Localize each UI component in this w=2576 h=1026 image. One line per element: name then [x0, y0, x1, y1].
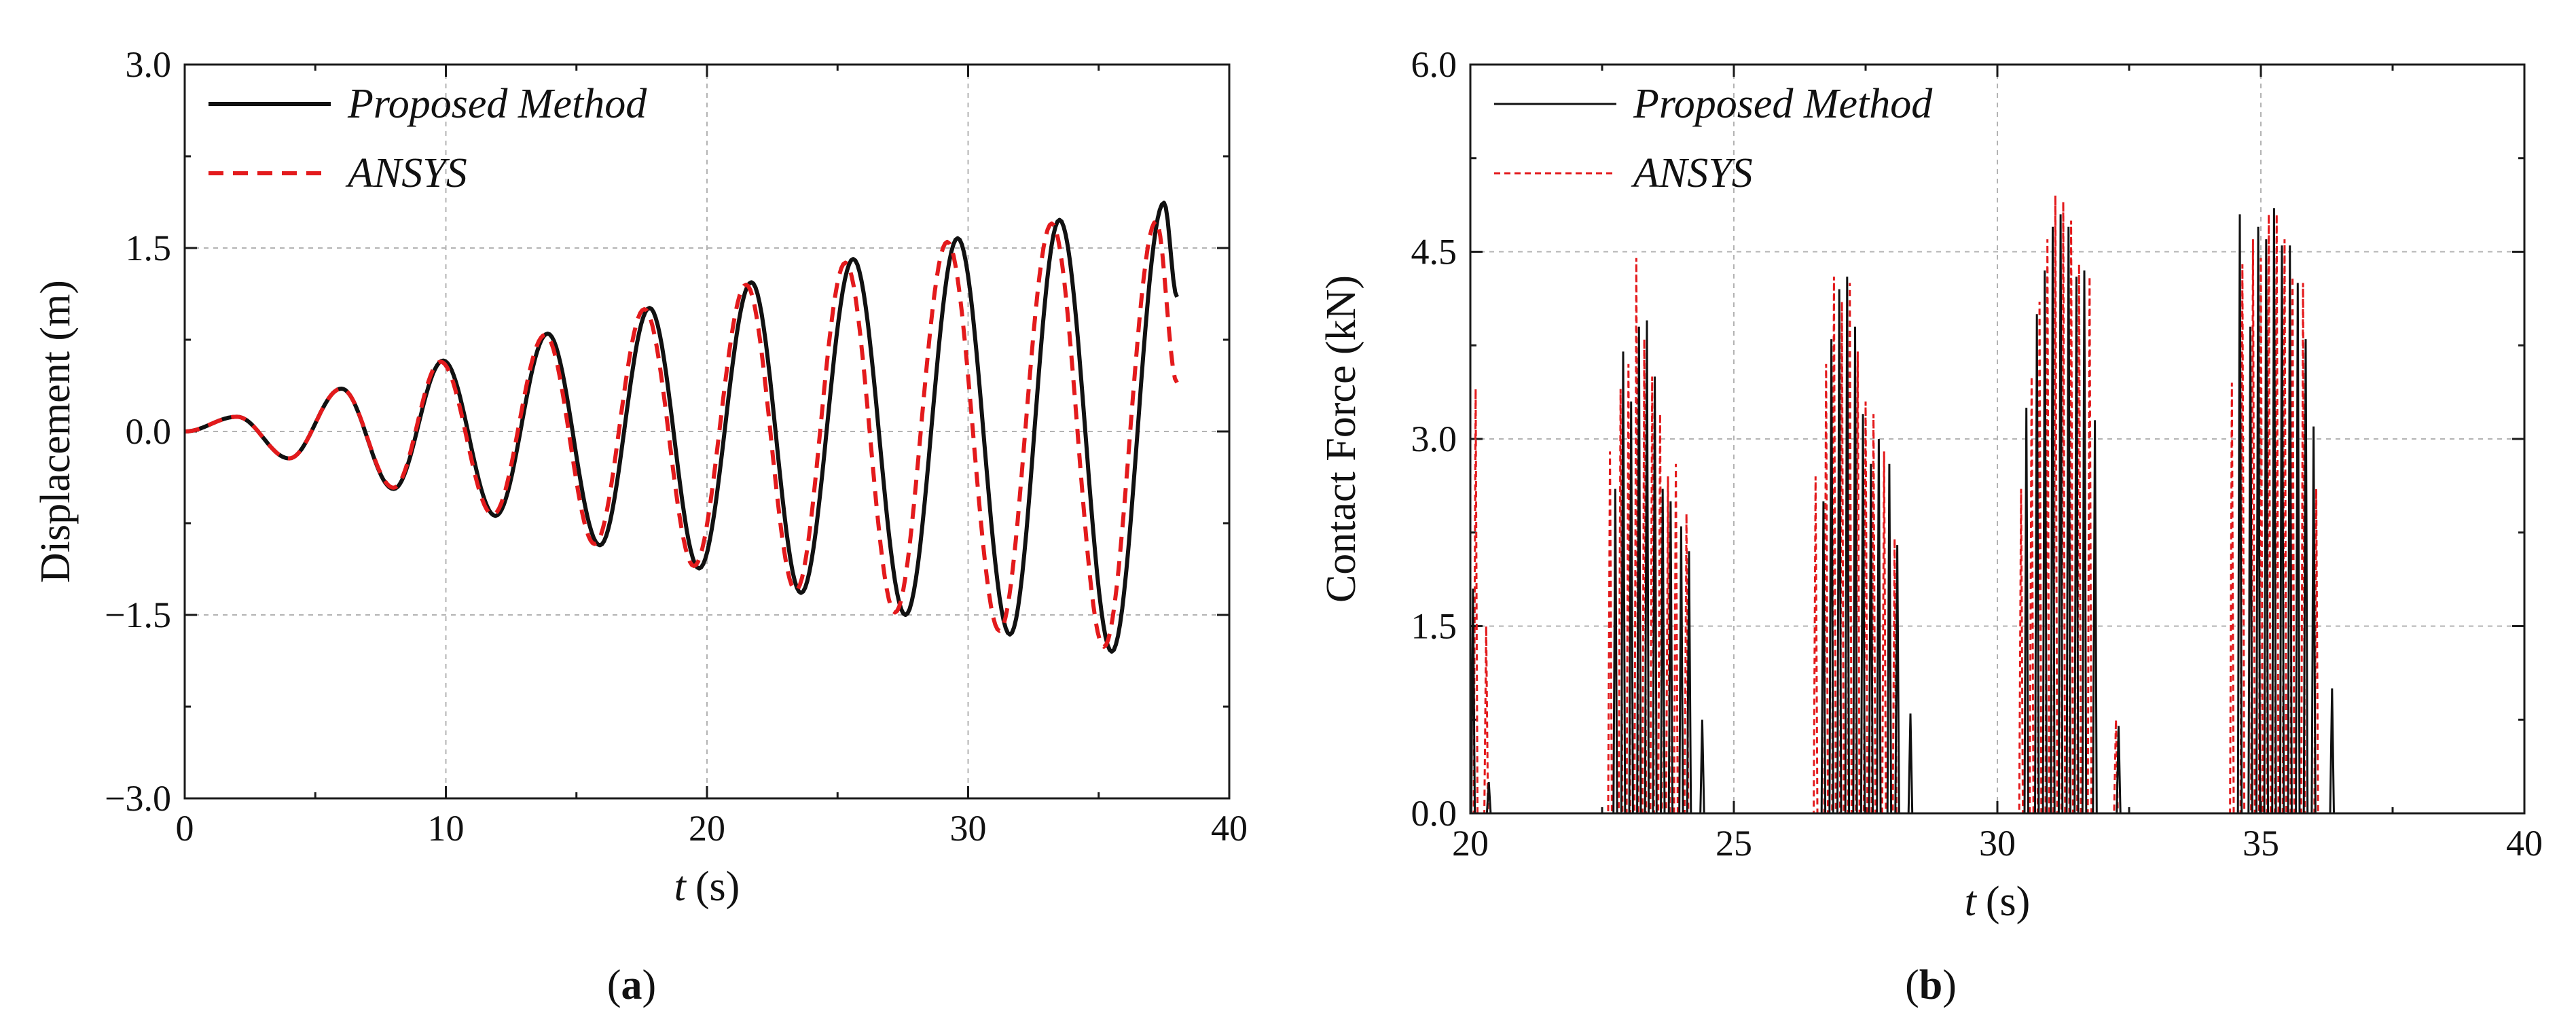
panel-a-xtick-label-1: 10 [428, 808, 465, 849]
panel-b-y-axis-label: Contact Force (kN) [1318, 275, 1364, 603]
panel-a-x-axis-variable: t [674, 864, 687, 910]
panel-b-x-axis-unit: (s) [1986, 879, 2030, 925]
panel-b-ytick-label-0: 0.0 [1411, 793, 1457, 834]
panel-a-legend-ansys-label: ANSYS [345, 150, 467, 196]
panel-a-xtick-label-0: 0 [176, 808, 194, 849]
panel-a-ytick-label-0: −3.0 [105, 778, 171, 819]
panel-a-ytick-label-4: 3.0 [126, 44, 172, 85]
panel-a-ytick-label-1: −1.5 [105, 595, 171, 635]
panel-b-xtick-label-0: 20 [1452, 823, 1489, 864]
panel-b-legend: Proposed Method ANSYS [1494, 81, 1933, 196]
panel-a-xtick-label-4: 40 [1211, 808, 1248, 849]
panel-b-xtick-label-3: 35 [2243, 823, 2279, 864]
panel-a-plot-frame [183, 63, 1231, 800]
panel-a-y-axis-label: Displacement (m) [33, 280, 79, 583]
panel-b-contact-force-chart: 20 25 30 35 40 0.0 1.5 3.0 4.5 6.0 Contact Force … [1318, 44, 2543, 1008]
panel-b-x-axis-variable: t [1965, 879, 1978, 925]
panel-b-xtick-label-2: 30 [1979, 823, 2016, 864]
panel-a-xtick-label-3: 30 [950, 808, 987, 849]
panel-a-caption: (a) [607, 962, 656, 1008]
panel-b-series [1470, 195, 2393, 813]
panel-a-legend: Proposed Method ANSYS [208, 81, 647, 196]
panel-b-xtick-label-1: 25 [1716, 823, 1752, 864]
panel-a-ytick-label-2: 0.0 [126, 411, 172, 452]
panel-b-series-proposed-line [1470, 208, 2393, 813]
panel-b-legend-proposed-label: Proposed Method [1633, 81, 1933, 127]
panel-a-ytick-label-3: 1.5 [126, 228, 172, 268]
panel-a-displacement-chart: 0 10 20 30 40 −3.0 −1.5 0.0 1.5 3.0 Displacement … [33, 44, 1248, 1008]
panel-b-x-axis-label: t (s) [1965, 879, 2031, 925]
panel-a-x-axis-unit: (s) [695, 864, 740, 910]
panel-b-legend-ansys-label: ANSYS [1631, 150, 1753, 196]
panel-b-ytick-label-4: 6.0 [1411, 44, 1457, 85]
panel-b-xtick-label-4: 40 [2506, 823, 2543, 864]
panel-b-caption: (b) [1905, 962, 1957, 1008]
panel-b-ytick-label-2: 3.0 [1411, 419, 1457, 459]
panel-b-caption-letter: b [1919, 962, 1942, 1008]
panel-b-plot-frame [1469, 63, 2526, 815]
panel-a-x-axis-label: t (s) [674, 864, 740, 910]
panel-a-caption-letter: a [621, 962, 642, 1008]
panel-a-xtick-label-2: 20 [689, 808, 725, 849]
panel-b-ytick-label-3: 4.5 [1411, 232, 1457, 272]
panel-a-series [185, 200, 1179, 654]
panel-b-tick-labels: 20 25 30 35 40 0.0 1.5 3.0 4.5 6.0 [1411, 44, 2543, 864]
panel-a-series-ansys-line [185, 219, 1179, 649]
panel-a-grid [185, 65, 1229, 798]
panel-b-ytick-label-1: 1.5 [1411, 606, 1457, 647]
panel-a-tick-labels: 0 10 20 30 40 −3.0 −1.5 0.0 1.5 3.0 [105, 44, 1248, 849]
panel-a-legend-proposed-label: Proposed Method [347, 81, 647, 127]
